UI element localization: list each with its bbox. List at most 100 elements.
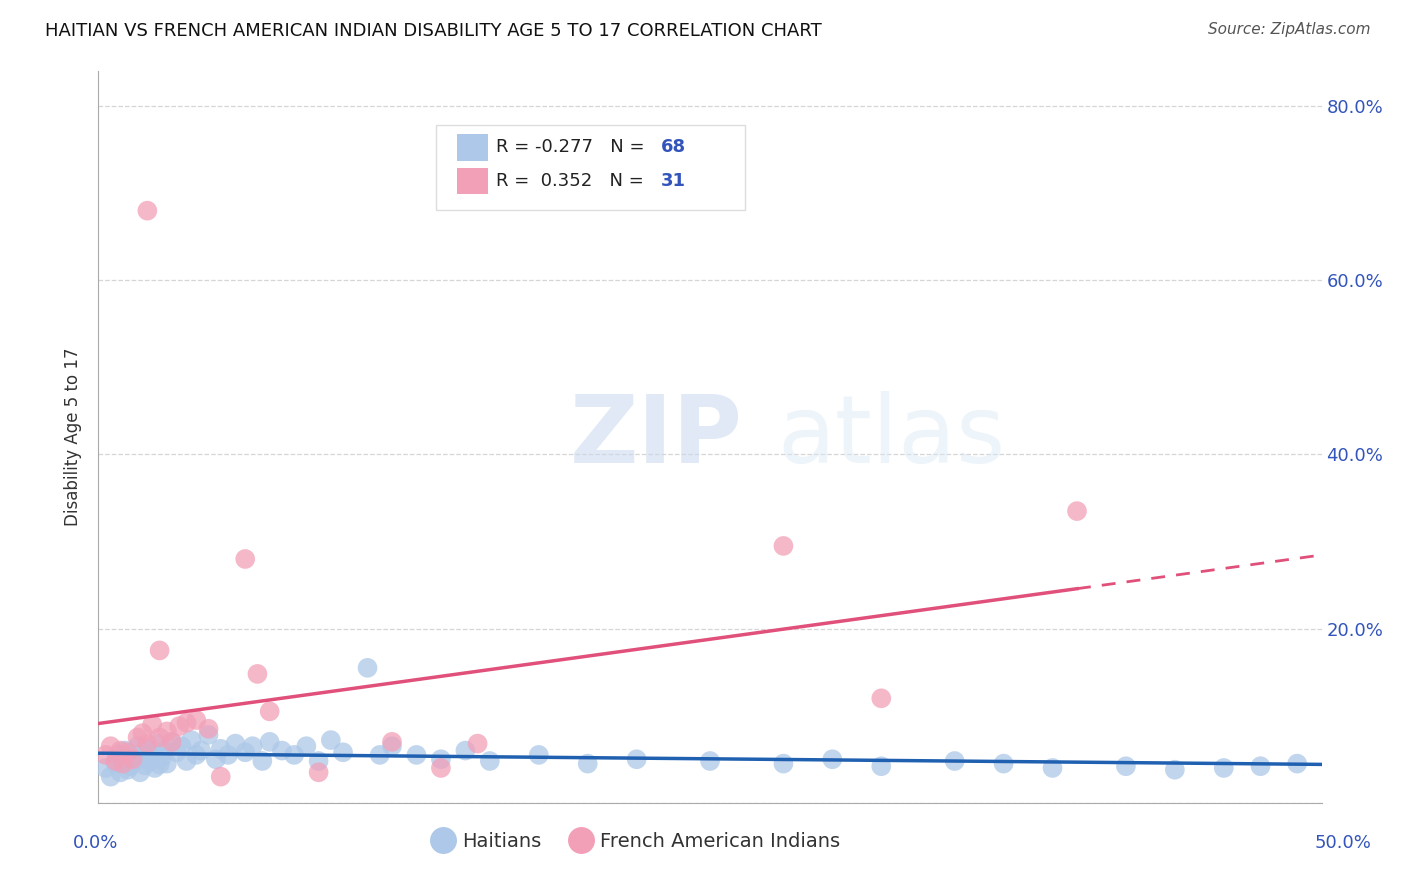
Point — [111, 752, 134, 766]
Point — [156, 756, 179, 771]
Point — [160, 735, 183, 749]
Point — [136, 203, 159, 218]
Point — [283, 747, 305, 762]
Point — [308, 765, 330, 780]
Point — [121, 752, 143, 766]
Point — [772, 539, 794, 553]
Point — [94, 747, 117, 762]
Point — [153, 743, 176, 757]
Text: Source: ZipAtlas.com: Source: ZipAtlas.com — [1208, 22, 1371, 37]
Point — [141, 747, 163, 762]
Point — [180, 733, 202, 747]
Point — [356, 661, 378, 675]
Text: R = -0.277   N =: R = -0.277 N = — [496, 138, 651, 156]
Point — [100, 739, 122, 754]
Point — [190, 743, 212, 757]
Point — [124, 754, 146, 768]
Point — [104, 754, 127, 768]
Point — [114, 743, 136, 757]
Point — [259, 735, 281, 749]
Point — [209, 770, 232, 784]
Point — [224, 737, 246, 751]
Point — [295, 739, 318, 754]
Point — [699, 754, 721, 768]
Point — [943, 754, 966, 768]
Point — [111, 756, 134, 771]
Point — [143, 761, 166, 775]
Point — [527, 747, 550, 762]
Point — [1042, 761, 1064, 775]
Point — [217, 747, 239, 762]
Point — [772, 756, 794, 771]
Point — [870, 759, 893, 773]
Point — [467, 737, 489, 751]
Point — [478, 754, 501, 768]
Point — [150, 750, 173, 764]
Point — [149, 643, 172, 657]
Point — [186, 747, 208, 762]
Point — [117, 763, 139, 777]
Point — [134, 758, 156, 772]
Point — [136, 741, 159, 756]
Point — [993, 756, 1015, 771]
Point — [259, 705, 281, 719]
Point — [1115, 759, 1137, 773]
Point — [332, 745, 354, 759]
Point — [146, 737, 169, 751]
Point — [1286, 756, 1309, 771]
Point — [454, 743, 477, 757]
Point — [430, 761, 453, 775]
Point — [110, 765, 132, 780]
Point — [252, 754, 274, 768]
Point — [1164, 763, 1187, 777]
Point — [117, 745, 139, 759]
Point — [127, 739, 149, 754]
Point — [186, 713, 208, 727]
Point — [136, 737, 159, 751]
Point — [120, 759, 142, 773]
Text: atlas: atlas — [778, 391, 1005, 483]
Text: 31: 31 — [661, 172, 686, 190]
Point — [156, 724, 179, 739]
Point — [129, 765, 152, 780]
Point — [160, 735, 183, 749]
Point — [176, 754, 198, 768]
Legend: Haitians, French American Indians: Haitians, French American Indians — [426, 822, 848, 859]
Point — [149, 757, 172, 772]
Point — [104, 756, 127, 771]
Point — [176, 715, 198, 730]
Point — [197, 728, 219, 742]
Point — [233, 745, 256, 759]
Point — [131, 726, 153, 740]
Point — [131, 745, 153, 759]
Text: R =  0.352   N =: R = 0.352 N = — [496, 172, 650, 190]
Point — [100, 770, 122, 784]
Point — [107, 747, 129, 762]
Text: 50.0%: 50.0% — [1315, 834, 1371, 852]
Point — [110, 743, 132, 757]
Point — [381, 735, 404, 749]
Text: HAITIAN VS FRENCH AMERICAN INDIAN DISABILITY AGE 5 TO 17 CORRELATION CHART: HAITIAN VS FRENCH AMERICAN INDIAN DISABI… — [45, 22, 821, 40]
Point — [205, 752, 228, 766]
Point — [1212, 761, 1234, 775]
Point — [1066, 504, 1088, 518]
Point — [197, 722, 219, 736]
Point — [319, 733, 342, 747]
Point — [139, 754, 162, 768]
Point — [141, 717, 163, 731]
Point — [626, 752, 648, 766]
Point — [149, 731, 172, 745]
Point — [1249, 759, 1271, 773]
Point — [170, 739, 193, 754]
Text: ZIP: ZIP — [569, 391, 742, 483]
Point — [270, 743, 294, 757]
Point — [870, 691, 893, 706]
Point — [166, 745, 188, 759]
Text: 68: 68 — [661, 138, 686, 156]
Point — [127, 731, 149, 745]
Point — [576, 756, 599, 771]
Point — [381, 739, 404, 754]
Point — [430, 752, 453, 766]
Point — [405, 747, 427, 762]
Point — [94, 761, 117, 775]
